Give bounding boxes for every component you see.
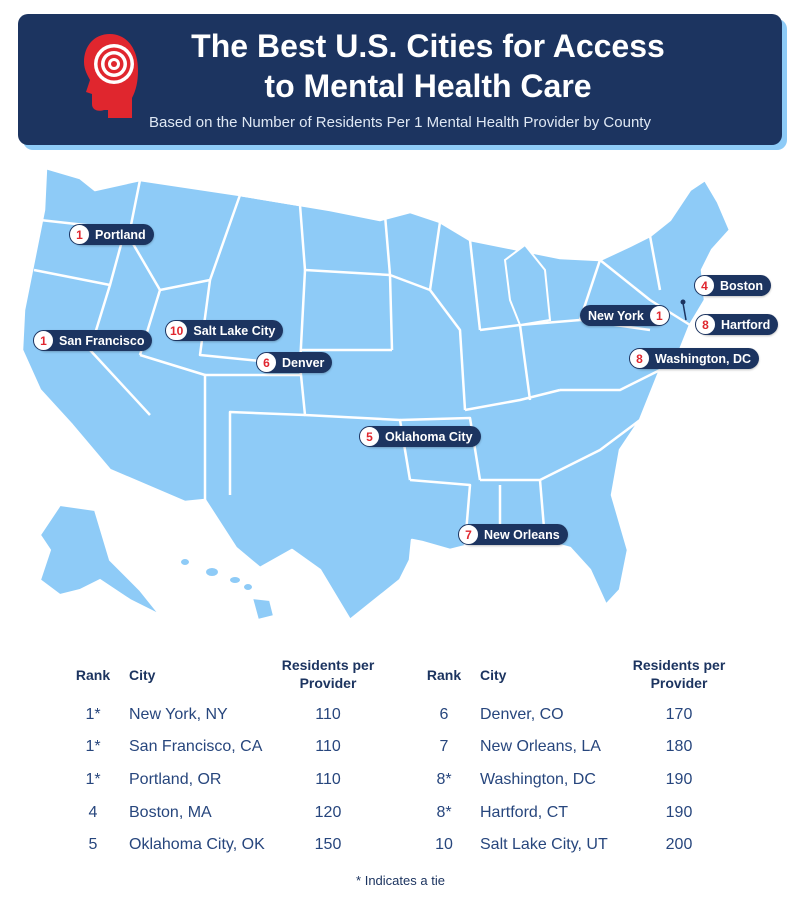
cell-rank: 4 — [88, 804, 98, 821]
page-title: The Best U.S. Cities for Access to Menta… — [148, 26, 708, 106]
cell-rank: 10 — [435, 836, 453, 853]
table-row: 10 Salt Lake City, UT 200 — [423, 836, 753, 860]
cell-rank: 6 — [439, 706, 449, 723]
cell-city: Denver, CO — [480, 706, 564, 723]
callout-city: Portland — [95, 227, 146, 242]
callout-city: New York — [588, 308, 644, 323]
cell-rank: 7 — [439, 738, 449, 755]
title-line-1: The Best U.S. Cities for Access — [191, 28, 665, 64]
cell-rank: 1* — [85, 738, 101, 755]
callout-city: Denver — [282, 355, 325, 370]
callout-city: San Francisco — [59, 333, 145, 348]
callout-rank: 5 — [359, 426, 380, 447]
cell-rank: 1* — [85, 706, 101, 723]
cell-city: Portland, OR — [129, 771, 222, 788]
callout-city: Salt Lake City — [193, 323, 276, 338]
callout-rank: 1 — [648, 305, 670, 326]
callout-rank: 6 — [256, 352, 277, 373]
page-subtitle: Based on the Number of Residents Per 1 M… — [149, 114, 651, 131]
header-residents-line1: Residents per — [632, 657, 726, 673]
cell-value: 170 — [665, 706, 693, 723]
michigan — [503, 243, 552, 327]
callout-boston[interactable]: 4 Boston — [694, 275, 772, 296]
table-row: 1* Portland, OR 110 — [72, 771, 402, 795]
cell-city: Salt Lake City, UT — [480, 836, 608, 853]
callout-rank: 8 — [695, 314, 716, 335]
cell-city: New Orleans, LA — [480, 738, 601, 755]
header-residents-line2: Provider — [299, 675, 357, 691]
callout-city: Boston — [720, 278, 764, 293]
cell-value: 190 — [665, 771, 693, 788]
callout-new-york[interactable]: New York 1 — [580, 305, 670, 326]
header-residents: Residents per Provider — [268, 656, 388, 692]
callout-rank: 7 — [458, 524, 479, 545]
table-row: 6 Denver, CO 170 — [423, 706, 753, 730]
callout-rank: 10 — [165, 320, 189, 341]
header-rank: Rank — [426, 667, 462, 683]
footnote: * Indicates a tie — [356, 873, 445, 888]
table-row: 5 Oklahoma City, OK 150 — [72, 836, 402, 860]
cell-value: 200 — [665, 836, 693, 853]
callout-salt-lake-city[interactable]: 10 Salt Lake City — [165, 320, 284, 341]
header-residents: Residents per Provider — [619, 656, 739, 692]
cell-city: New York, NY — [129, 706, 228, 723]
callout-hartford[interactable]: 8 Hartford — [695, 314, 779, 335]
cell-value: 120 — [314, 804, 342, 821]
callout-rank: 1 — [33, 330, 54, 351]
callout-portland[interactable]: 1 Portland — [69, 224, 154, 245]
cell-city: San Francisco, CA — [129, 738, 263, 755]
callout-city: New Orleans — [484, 527, 560, 542]
table-row: 8* Hartford, CT 190 — [423, 804, 753, 828]
header-residents-line2: Provider — [650, 675, 708, 691]
header-city: City — [129, 667, 156, 683]
callout-rank: 1 — [69, 224, 90, 245]
table-row: 1* San Francisco, CA 110 — [72, 738, 402, 762]
cell-value: 150 — [314, 836, 342, 853]
header-rank: Rank — [75, 667, 111, 683]
table-row: 8* Washington, DC 190 — [423, 771, 753, 795]
callout-rank: 8 — [629, 348, 650, 369]
cell-rank: 1* — [85, 771, 101, 788]
table-row: 1* New York, NY 110 — [72, 706, 402, 730]
us-map — [20, 166, 732, 622]
callout-city: Washington, DC — [655, 351, 752, 366]
callout-new-orleans[interactable]: 7 New Orleans — [458, 524, 568, 545]
cell-rank: 8* — [436, 804, 452, 821]
header-residents-line1: Residents per — [281, 657, 375, 673]
cell-value: 110 — [315, 771, 341, 788]
head-target-icon — [84, 34, 138, 118]
callout-city: Hartford — [721, 317, 771, 332]
cell-rank: 5 — [88, 836, 98, 853]
cell-value: 110 — [315, 738, 341, 755]
cell-city: Hartford, CT — [480, 804, 569, 821]
callout-city: Oklahoma City — [385, 429, 473, 444]
cell-value: 110 — [315, 706, 341, 723]
cell-rank: 8* — [436, 771, 452, 788]
cell-value: 190 — [665, 804, 693, 821]
title-line-2: to Mental Health Care — [264, 68, 592, 104]
cell-city: Oklahoma City, OK — [129, 836, 265, 853]
callout-denver[interactable]: 6 Denver — [256, 352, 333, 373]
callout-san-francisco[interactable]: 1 San Francisco — [33, 330, 153, 351]
table-row: 4 Boston, MA 120 — [72, 804, 402, 828]
cell-value: 180 — [665, 738, 693, 755]
table-row: 7 New Orleans, LA 180 — [423, 738, 753, 762]
cell-city: Washington, DC — [480, 771, 596, 788]
callout-rank: 4 — [694, 275, 715, 296]
callout-washington-dc[interactable]: 8 Washington, DC — [629, 348, 760, 369]
header-city: City — [480, 667, 507, 683]
header-banner: The Best U.S. Cities for Access to Menta… — [18, 14, 782, 145]
alaska — [38, 503, 161, 616]
callout-oklahoma-city[interactable]: 5 Oklahoma City — [359, 426, 481, 447]
cell-city: Boston, MA — [129, 804, 212, 821]
